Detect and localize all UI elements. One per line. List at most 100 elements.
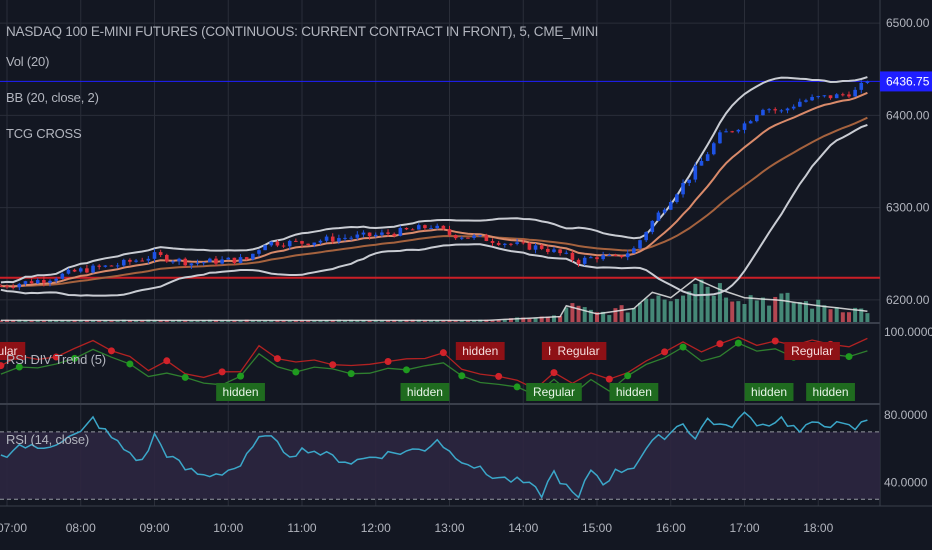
volume-bar — [343, 320, 348, 322]
rsi-div-marker-green — [734, 339, 742, 347]
rsi-div-marker-green — [679, 343, 687, 351]
div-tag-label: hidden — [616, 385, 652, 399]
candle-body — [693, 165, 698, 180]
rsi-div-marker-green — [347, 370, 355, 378]
volume-bar — [41, 320, 46, 322]
candle-body — [140, 260, 145, 262]
volume-bar — [748, 295, 753, 322]
candle-body — [761, 109, 765, 116]
div-tag-box — [609, 383, 659, 401]
rsi-div-marker-red — [716, 340, 724, 348]
rsi-div-marker-red — [661, 348, 669, 356]
candle-body — [859, 82, 864, 90]
candle-body — [625, 253, 630, 258]
rsi-div-marker-green — [624, 372, 632, 380]
candle-body — [66, 269, 71, 274]
bb-legend: BB (20, close, 2) — [6, 90, 99, 105]
last-price-tag — [880, 71, 932, 92]
time-tick-0700: 07:00 — [0, 521, 27, 535]
rsi-div-marker-green — [126, 360, 134, 368]
candle-body — [373, 234, 378, 237]
rsi-div-marker-red — [52, 353, 60, 361]
candle-body — [582, 257, 587, 264]
volume-bar — [238, 320, 243, 322]
candle-body — [214, 258, 218, 264]
candle-body — [453, 234, 458, 239]
tcg-legend: TCG CROSS — [6, 126, 82, 141]
div-tag-bear: egular — [0, 342, 26, 360]
candle-body — [195, 262, 200, 264]
volume-bar — [472, 320, 477, 322]
volume-bar — [545, 316, 550, 322]
candle-body — [361, 232, 366, 235]
div-tag-label: Regular — [533, 385, 575, 399]
rsi-div-marker-red — [218, 368, 226, 376]
candle-body — [97, 265, 101, 267]
candle-body — [177, 258, 181, 262]
volume-bar — [109, 320, 114, 322]
volume-bar — [220, 320, 225, 322]
div-tag-label: hidden — [462, 344, 498, 358]
candle-body — [275, 241, 280, 246]
candle-body — [42, 280, 46, 283]
volume-bar — [803, 301, 808, 322]
volume-bar — [564, 307, 569, 322]
candle-body — [416, 225, 421, 230]
volume-bar — [588, 309, 593, 322]
candle-body — [619, 255, 624, 258]
rsi-legend: RSI (14, close) — [6, 432, 89, 447]
candle-body — [398, 227, 403, 236]
div-tag-box — [400, 383, 450, 401]
div-tag-bull: hidden — [806, 383, 855, 401]
candle-body — [11, 286, 15, 288]
volume-bar — [459, 320, 464, 322]
candle-body — [527, 243, 532, 250]
time-tick-1000: 10:00 — [213, 521, 243, 535]
volume-bar — [859, 308, 864, 322]
volume-bar — [742, 304, 747, 322]
candle-body — [650, 220, 655, 233]
candle-body — [164, 254, 169, 262]
candle-body — [330, 236, 335, 242]
candle-body — [324, 236, 329, 241]
volume-bar — [656, 295, 661, 322]
volume-bar — [287, 320, 292, 322]
candle-body — [435, 225, 440, 229]
candle-body — [171, 261, 175, 263]
candle-body — [115, 265, 120, 267]
rsi-div-marker-green — [237, 372, 245, 380]
rsi-div-marker-red — [163, 357, 171, 365]
volume-bar — [810, 308, 815, 322]
volume-bar — [195, 320, 200, 322]
candle-body — [189, 263, 194, 266]
candle-body — [496, 242, 501, 245]
div-tag-label: Regular — [558, 344, 600, 358]
rsi-div-marker-red — [0, 362, 5, 370]
candle-body — [367, 232, 372, 237]
div-tag-bear: hidden — [455, 342, 505, 360]
div-tag-label: hidden — [751, 385, 787, 399]
volume-bar — [496, 319, 501, 322]
candle-body — [853, 89, 857, 97]
candle-body — [705, 154, 710, 161]
volume-bar — [527, 318, 532, 322]
div-tag-bull: hidden — [400, 383, 450, 401]
volume-bar — [619, 305, 624, 322]
candle-body — [798, 101, 802, 107]
volume-bar — [846, 312, 851, 322]
div-tag-box — [0, 342, 26, 360]
candle-body — [576, 259, 581, 264]
candle-body — [306, 243, 310, 245]
volume-bar — [515, 317, 520, 322]
volume-bar — [29, 320, 34, 322]
volume-bar — [502, 319, 507, 322]
symbol-title: NASDAQ 100 E-MINI FUTURES (CONTINUOUS: C… — [6, 24, 599, 39]
candle-body — [134, 260, 138, 262]
candle-body — [121, 259, 126, 266]
rsi-div-tick: 100.0000 — [884, 325, 932, 339]
div-tag-box — [455, 342, 505, 360]
candle-body — [318, 240, 323, 243]
rsi-tick-80: 80.0000 — [884, 408, 928, 422]
volume-bar — [717, 283, 722, 322]
